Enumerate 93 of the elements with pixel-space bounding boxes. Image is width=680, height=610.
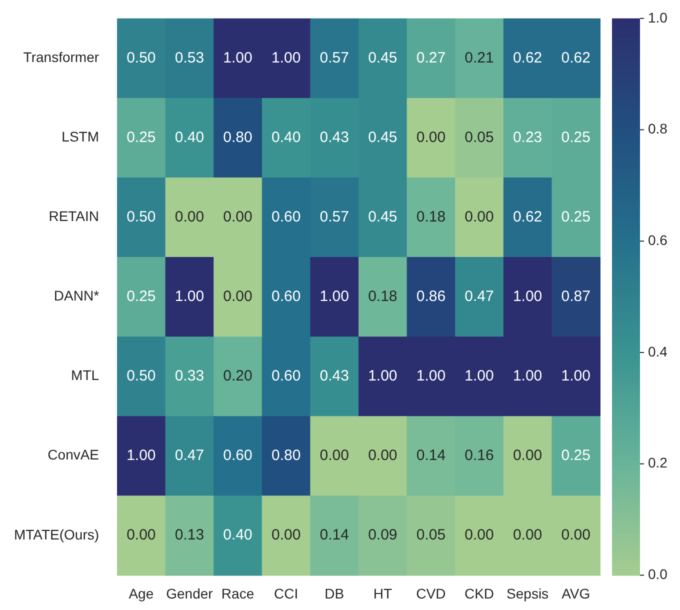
- data-label: 0.23: [512, 128, 542, 146]
- color-bar-label: 1.0: [648, 9, 668, 26]
- data-label: 0.13: [174, 526, 204, 544]
- y-tick-label: LSTM: [62, 128, 100, 145]
- data-label: 0.00: [512, 447, 542, 464]
- x-tick-label: CVD: [416, 585, 446, 602]
- data-label: 0.40: [271, 128, 301, 146]
- data-label: 0.25: [561, 128, 590, 146]
- data-label: 0.43: [320, 128, 349, 146]
- x-tick-label: AVG: [562, 585, 590, 602]
- data-label: 0.60: [271, 208, 301, 226]
- data-label: 0.33: [174, 367, 204, 384]
- data-label: 0.00: [271, 526, 301, 544]
- y-tick-label: Transformer: [23, 49, 100, 66]
- data-label: 0.45: [368, 49, 398, 66]
- data-label: 0.45: [368, 208, 398, 226]
- data-label: 0.50: [126, 49, 156, 66]
- color-bar-label: 0.2: [648, 454, 668, 471]
- x-tick-label: CCI: [274, 585, 298, 602]
- data-label: 0.25: [561, 208, 590, 226]
- y-tick-label: ConvAE: [48, 446, 100, 463]
- data-label: 0.27: [416, 49, 446, 66]
- data-label: 0.25: [561, 447, 590, 464]
- data-label: 1.00: [561, 367, 590, 384]
- x-tick-label: CKD: [464, 585, 494, 602]
- x-tick-label: HT: [373, 585, 392, 602]
- data-label: 0.57: [320, 208, 349, 226]
- data-label: 0.05: [416, 526, 446, 544]
- data-label: 0.18: [416, 208, 446, 226]
- data-label: 0.00: [223, 288, 252, 305]
- data-label: 0.80: [223, 128, 252, 146]
- data-label: 0.20: [223, 367, 252, 384]
- data-label: 0.00: [320, 447, 349, 464]
- data-label: 0.57: [320, 49, 349, 66]
- data-label: 0.60: [271, 367, 301, 384]
- data-label: 0.53: [174, 49, 204, 66]
- data-label: 0.62: [561, 49, 590, 66]
- data-label: 0.62: [512, 208, 542, 226]
- data-label: 0.09: [368, 526, 398, 544]
- data-label: 1.00: [512, 367, 542, 384]
- data-label: 0.05: [464, 128, 494, 146]
- x-tick-label: DB: [324, 585, 344, 602]
- data-label: 1.00: [320, 288, 349, 305]
- y-tick-label: DANN*: [54, 288, 100, 304]
- data-label: 0.00: [174, 208, 204, 226]
- x-tick-label: Age: [128, 585, 154, 602]
- data-label: 0.25: [126, 288, 156, 305]
- color-bar-label: 0.8: [648, 120, 668, 137]
- data-label: 0.21: [464, 49, 494, 66]
- x-tick-label: Sepsis: [506, 585, 549, 602]
- data-label: 0.50: [126, 208, 156, 226]
- x-tick-label: Gender: [166, 585, 214, 602]
- data-label: 0.00: [464, 526, 494, 544]
- data-label: 0.50: [126, 367, 156, 384]
- data-label: 0.14: [416, 447, 446, 464]
- data-label: 1.00: [126, 447, 156, 464]
- data-label: 0.60: [223, 447, 252, 464]
- data-label: 1.00: [174, 288, 204, 305]
- data-label: 0.18: [368, 288, 398, 305]
- data-label: 1.00: [464, 367, 494, 384]
- data-label: 1.00: [512, 288, 542, 305]
- x-tick-label: Race: [221, 585, 254, 602]
- y-tick-label: RETAIN: [48, 208, 100, 224]
- y-tick-label: MTL: [71, 367, 100, 384]
- data-label: 0.87: [561, 288, 590, 305]
- data-label: 0.16: [464, 447, 494, 464]
- data-label: 0.00: [126, 526, 156, 544]
- data-label: 0.00: [416, 128, 446, 146]
- data-label: 0.86: [416, 288, 446, 305]
- data-label: 0.47: [174, 447, 204, 464]
- color-bar-label: 0.0: [648, 566, 668, 582]
- data-label: 0.62: [512, 49, 542, 66]
- data-label: 0.00: [368, 447, 398, 464]
- data-label: 1.00: [271, 49, 301, 66]
- data-label: 0.45: [368, 128, 398, 146]
- data-label: 0.47: [464, 288, 494, 305]
- color-bar-label: 0.6: [648, 232, 668, 248]
- data-label: 0.00: [223, 208, 252, 226]
- data-label: 1.00: [368, 367, 398, 384]
- data-label: 0.00: [512, 526, 542, 544]
- color-bar-label: 0.4: [648, 343, 668, 360]
- data-label: 0.80: [271, 447, 301, 464]
- data-label: 1.00: [416, 367, 446, 384]
- y-tick-label: MTATE(Ours): [14, 526, 100, 542]
- data-label: 0.00: [464, 208, 494, 226]
- data-label: 0.00: [561, 526, 590, 544]
- data-label: 0.43: [320, 367, 349, 384]
- data-label: 0.40: [174, 128, 204, 146]
- data-label: 0.25: [126, 128, 156, 146]
- data-label: 0.14: [320, 526, 349, 544]
- data-label: 0.40: [223, 526, 252, 544]
- data-label: 0.60: [271, 288, 301, 305]
- data-label: 1.00: [223, 49, 252, 66]
